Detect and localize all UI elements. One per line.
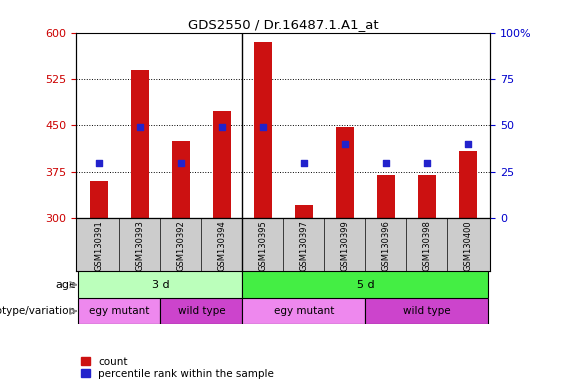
Bar bbox=[90, 181, 108, 218]
Text: GSM130395: GSM130395 bbox=[258, 220, 267, 271]
Bar bbox=[242, 271, 488, 298]
Text: GSM130400: GSM130400 bbox=[463, 220, 472, 271]
Text: egy mutant: egy mutant bbox=[273, 306, 334, 316]
Point bbox=[218, 124, 227, 131]
Text: wild type: wild type bbox=[403, 306, 451, 316]
Text: egy mutant: egy mutant bbox=[89, 306, 150, 316]
Bar bbox=[366, 298, 488, 324]
Text: age: age bbox=[55, 280, 76, 290]
Bar bbox=[254, 42, 272, 218]
Text: GSM130391: GSM130391 bbox=[94, 220, 103, 271]
Text: genotype/variation: genotype/variation bbox=[0, 306, 76, 316]
Text: GSM130393: GSM130393 bbox=[136, 220, 144, 271]
Bar bbox=[418, 175, 436, 218]
Bar bbox=[160, 298, 242, 324]
Text: GSM130396: GSM130396 bbox=[381, 220, 390, 271]
Text: GSM130394: GSM130394 bbox=[218, 220, 227, 271]
Text: GSM130398: GSM130398 bbox=[423, 220, 431, 271]
Bar bbox=[459, 152, 477, 218]
Legend: count, percentile rank within the sample: count, percentile rank within the sample bbox=[81, 357, 274, 379]
Point bbox=[340, 141, 349, 147]
Point bbox=[299, 160, 308, 166]
Bar bbox=[212, 111, 231, 218]
Bar bbox=[242, 298, 366, 324]
Point bbox=[258, 124, 267, 131]
Point bbox=[135, 124, 144, 131]
Bar bbox=[377, 175, 395, 218]
Point bbox=[381, 160, 390, 166]
Text: GSM130399: GSM130399 bbox=[340, 220, 349, 271]
Bar bbox=[172, 141, 190, 218]
Bar bbox=[79, 271, 242, 298]
Point bbox=[94, 160, 103, 166]
Bar bbox=[294, 205, 313, 218]
Text: 5 d: 5 d bbox=[357, 280, 374, 290]
Text: wild type: wild type bbox=[177, 306, 225, 316]
Title: GDS2550 / Dr.16487.1.A1_at: GDS2550 / Dr.16487.1.A1_at bbox=[188, 18, 379, 31]
Text: GSM130397: GSM130397 bbox=[299, 220, 308, 271]
Point bbox=[176, 160, 185, 166]
Text: 3 d: 3 d bbox=[151, 280, 169, 290]
Text: GSM130392: GSM130392 bbox=[176, 220, 185, 271]
Bar bbox=[131, 70, 149, 218]
Point bbox=[423, 160, 432, 166]
Bar bbox=[79, 298, 160, 324]
Point bbox=[463, 141, 472, 147]
Bar bbox=[336, 127, 354, 218]
